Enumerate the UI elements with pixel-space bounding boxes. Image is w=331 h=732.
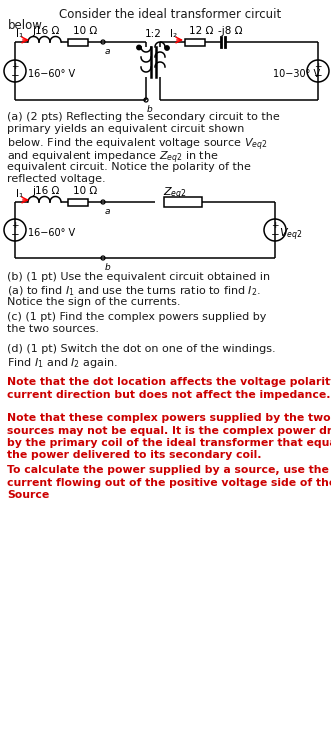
Text: +: +	[11, 62, 19, 71]
Bar	[185, 39, 205, 45]
Text: −: −	[11, 70, 20, 81]
Text: Consider the ideal transformer circuit: Consider the ideal transformer circuit	[59, 8, 281, 21]
Text: the two sources.: the two sources.	[7, 324, 99, 335]
Text: -j8 Ω: -j8 Ω	[218, 26, 243, 36]
Text: −: −	[314, 70, 322, 81]
Circle shape	[165, 46, 169, 51]
Text: (a) (2 pts) Reflecting the secondary circuit to the: (a) (2 pts) Reflecting the secondary cir…	[7, 112, 280, 122]
Text: below. Find the equivalent voltage source $V_{eq2}$: below. Find the equivalent voltage sourc…	[7, 137, 267, 154]
Text: I₁: I₁	[16, 189, 23, 199]
Text: b: b	[105, 263, 111, 272]
Text: (b) (1 pt) Use the equivalent circuit obtained in: (b) (1 pt) Use the equivalent circuit ob…	[7, 272, 270, 282]
Text: by the primary coil of the ideal transformer that equals to: by the primary coil of the ideal transfo…	[7, 438, 331, 448]
Text: the power delivered to its secondary coil.: the power delivered to its secondary coi…	[7, 450, 261, 460]
Text: 10−30° V: 10−30° V	[273, 69, 320, 79]
Text: b: b	[147, 105, 153, 114]
Text: j16 Ω: j16 Ω	[32, 186, 59, 196]
Text: a: a	[105, 47, 111, 56]
Text: sources may not be equal. It is the complex power drawn: sources may not be equal. It is the comp…	[7, 425, 331, 436]
Text: 10 Ω: 10 Ω	[73, 26, 97, 36]
Text: a: a	[105, 207, 111, 216]
Text: 12 Ω: 12 Ω	[189, 26, 213, 36]
Text: 10 Ω: 10 Ω	[73, 186, 97, 196]
Text: Note that these complex powers supplied by the two: Note that these complex powers supplied …	[7, 413, 331, 423]
Text: (c) (1 pt) Find the complex powers supplied by: (c) (1 pt) Find the complex powers suppl…	[7, 312, 266, 322]
Text: Note that the dot location affects the voltage polarity and: Note that the dot location affects the v…	[7, 377, 331, 387]
Text: primary yields an equivalent circuit shown: primary yields an equivalent circuit sho…	[7, 124, 244, 135]
Bar	[68, 198, 88, 206]
Text: +: +	[271, 221, 279, 230]
Text: equivalent circuit. Notice the polarity of the: equivalent circuit. Notice the polarity …	[7, 162, 251, 172]
Text: Find $I_1$ and $I_2$ again.: Find $I_1$ and $I_2$ again.	[7, 356, 118, 370]
Bar	[164, 197, 202, 207]
Text: current flowing out of the positive voltage side of the: current flowing out of the positive volt…	[7, 477, 331, 488]
Text: +: +	[314, 62, 322, 71]
Text: (a) to find $I_1$ and use the turns ratio to find $I_2$.: (a) to find $I_1$ and use the turns rati…	[7, 285, 261, 298]
Text: 16−60° V: 16−60° V	[28, 228, 75, 238]
Text: $V_{eq2}$: $V_{eq2}$	[279, 227, 303, 244]
Text: j16 Ω: j16 Ω	[32, 26, 59, 36]
Text: 16−60° V: 16−60° V	[28, 69, 75, 79]
Text: Source: Source	[7, 490, 49, 500]
Text: Notice the sign of the currents.: Notice the sign of the currents.	[7, 297, 180, 307]
Text: I₂: I₂	[170, 29, 177, 39]
Text: 1:2: 1:2	[145, 29, 162, 39]
Text: I₁: I₁	[16, 29, 23, 39]
Text: (d) (1 pt) Switch the dot on one of the windings.: (d) (1 pt) Switch the dot on one of the …	[7, 344, 276, 354]
Text: current direction but does not affect the impedance.: current direction but does not affect th…	[7, 389, 330, 400]
Text: reflected voltage.: reflected voltage.	[7, 174, 106, 184]
Bar	[68, 39, 88, 45]
Text: below.: below.	[8, 19, 45, 32]
Text: To calculate the power supplied by a source, use the: To calculate the power supplied by a sou…	[7, 465, 329, 475]
Circle shape	[137, 45, 141, 50]
Text: −: −	[11, 230, 20, 239]
Text: $Z_{eq2}$: $Z_{eq2}$	[163, 186, 187, 203]
Text: +: +	[11, 221, 19, 230]
Text: −: −	[271, 230, 279, 239]
Text: and equivalent impedance $Z_{eq2}$ in the: and equivalent impedance $Z_{eq2}$ in th…	[7, 149, 218, 166]
